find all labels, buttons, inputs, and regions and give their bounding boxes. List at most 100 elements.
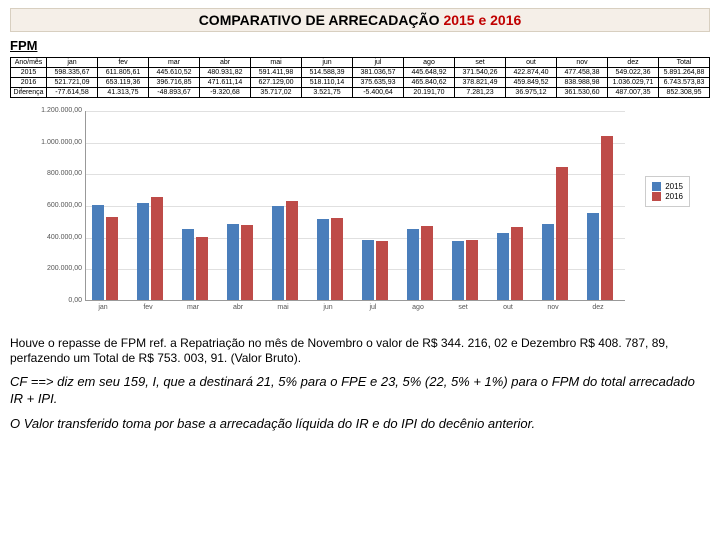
table-cell: 653.119,36 (98, 78, 149, 88)
table-header-cell: set (455, 58, 506, 68)
bar-chart: 20152016 0,00 200.000,00 400.000,00 600.000… (30, 106, 690, 326)
legend-label: 2015 (665, 182, 683, 191)
chart-plot-area (85, 111, 625, 301)
legend-item: 2016 (652, 192, 683, 201)
table-cell: 371.540,26 (455, 68, 506, 78)
table-cell: -5.400,64 (353, 88, 404, 98)
x-axis-label: nov (533, 304, 573, 311)
bar-2015 (497, 233, 509, 300)
row-label: Diferença (11, 88, 47, 98)
bar-2015 (182, 229, 194, 300)
table-cell: 627.129,00 (251, 78, 302, 88)
table-cell: 471.611,14 (200, 78, 251, 88)
bar-2016 (421, 226, 433, 300)
x-axis-label: jun (308, 304, 348, 311)
x-axis-label: out (488, 304, 528, 311)
table-cell: 611.805,61 (98, 68, 149, 78)
table-cell: 838.988,98 (557, 78, 608, 88)
y-axis-label: 0,00 (32, 297, 82, 304)
table-cell: -48.893,67 (149, 88, 200, 98)
x-axis-label: mai (263, 304, 303, 311)
x-axis-label: mar (173, 304, 213, 311)
table-cell: 852.308,95 (659, 88, 710, 98)
bar-2015 (587, 213, 599, 300)
table-cell: 445.648,92 (404, 68, 455, 78)
table-cell: 445.610,52 (149, 68, 200, 78)
legend-label: 2016 (665, 192, 683, 201)
data-table: Ano/mêsjanfevmarabrmaijunjulagosetoutnov… (10, 57, 710, 98)
bar-2015 (92, 205, 104, 300)
legend-swatch (652, 182, 661, 191)
gridline (86, 143, 625, 144)
bar-2016 (556, 167, 568, 300)
table-row: 2016521.721,09653.119,36396.716,85471.61… (11, 78, 710, 88)
table-cell: -77.614,58 (47, 88, 98, 98)
table-header-cell: jul (353, 58, 404, 68)
table-row: 2015598.335,67611.805,61445.610,52480.93… (11, 68, 710, 78)
table-header-cell: dez (608, 58, 659, 68)
y-axis-label: 1.200.000,00 (32, 107, 82, 114)
title-prefix: COMPARATIVO DE ARRECADAÇÃO (199, 12, 444, 28)
bar-2016 (601, 136, 613, 300)
note-paragraph-2: CF ==> diz em seu 159, I, que a destinar… (10, 374, 710, 408)
table-cell: 378.821,49 (455, 78, 506, 88)
table-cell: 5.891.264,88 (659, 68, 710, 78)
bar-2016 (106, 217, 118, 300)
bar-2015 (362, 240, 374, 300)
x-axis-label: ago (398, 304, 438, 311)
table-cell: -9.320,68 (200, 88, 251, 98)
bar-2015 (542, 224, 554, 300)
page-title: COMPARATIVO DE ARRECADAÇÃO 2015 e 2016 (10, 8, 710, 32)
x-axis-label: jan (83, 304, 123, 311)
table-header-cell: jan (47, 58, 98, 68)
x-axis-label: set (443, 304, 483, 311)
table-cell: 7.281,23 (455, 88, 506, 98)
table-header-cell: Ano/mês (11, 58, 47, 68)
table-cell: 477.458,38 (557, 68, 608, 78)
x-axis-label: abr (218, 304, 258, 311)
bar-2016 (151, 197, 163, 300)
table-cell: 3.521,75 (302, 88, 353, 98)
y-axis-label: 200.000,00 (32, 265, 82, 272)
bar-2016 (241, 225, 253, 300)
table-cell: 375.635,93 (353, 78, 404, 88)
table-cell: 514.588,39 (302, 68, 353, 78)
note-paragraph-1: Houve o repasse de FPM ref. a Repatriaçã… (10, 336, 710, 366)
table-cell: 35.717,02 (251, 88, 302, 98)
row-label: 2015 (11, 68, 47, 78)
bar-2015 (317, 219, 329, 300)
table-header-cell: out (506, 58, 557, 68)
table-cell: 20.191,70 (404, 88, 455, 98)
table-header-row: Ano/mêsjanfevmarabrmaijunjulagosetoutnov… (11, 58, 710, 68)
bar-2016 (466, 240, 478, 300)
table-header-cell: abr (200, 58, 251, 68)
y-axis-label: 1.000.000,00 (32, 139, 82, 146)
table-cell: 36.975,12 (506, 88, 557, 98)
x-axis-label: fev (128, 304, 168, 311)
table-cell: 361.530,60 (557, 88, 608, 98)
table-cell: 549.022,36 (608, 68, 659, 78)
table-header-cell: mar (149, 58, 200, 68)
gridline (86, 111, 625, 112)
table-header-cell: nov (557, 58, 608, 68)
table-header-cell: Total (659, 58, 710, 68)
table-row: Diferença-77.614,5841.313,75-48.893,67-9… (11, 88, 710, 98)
table-cell: 521.721,09 (47, 78, 98, 88)
table-cell: 396.716,85 (149, 78, 200, 88)
y-axis-label: 400.000,00 (32, 234, 82, 241)
x-axis-label: jul (353, 304, 393, 311)
chart-legend: 20152016 (645, 176, 690, 207)
bar-2015 (452, 241, 464, 300)
section-heading: FPM (10, 38, 710, 53)
table-cell: 41.313,75 (98, 88, 149, 98)
note-paragraph-3: O Valor transferido toma por base a arre… (10, 416, 710, 433)
y-axis-label: 800.000,00 (32, 170, 82, 177)
table-cell: 1.036.029,71 (608, 78, 659, 88)
table-cell: 459.849,52 (506, 78, 557, 88)
bar-2016 (196, 237, 208, 300)
table-cell: 487.007,35 (608, 88, 659, 98)
title-years: 2015 e 2016 (443, 12, 521, 28)
bar-2016 (331, 218, 343, 300)
legend-item: 2015 (652, 182, 683, 191)
y-axis-label: 600.000,00 (32, 202, 82, 209)
